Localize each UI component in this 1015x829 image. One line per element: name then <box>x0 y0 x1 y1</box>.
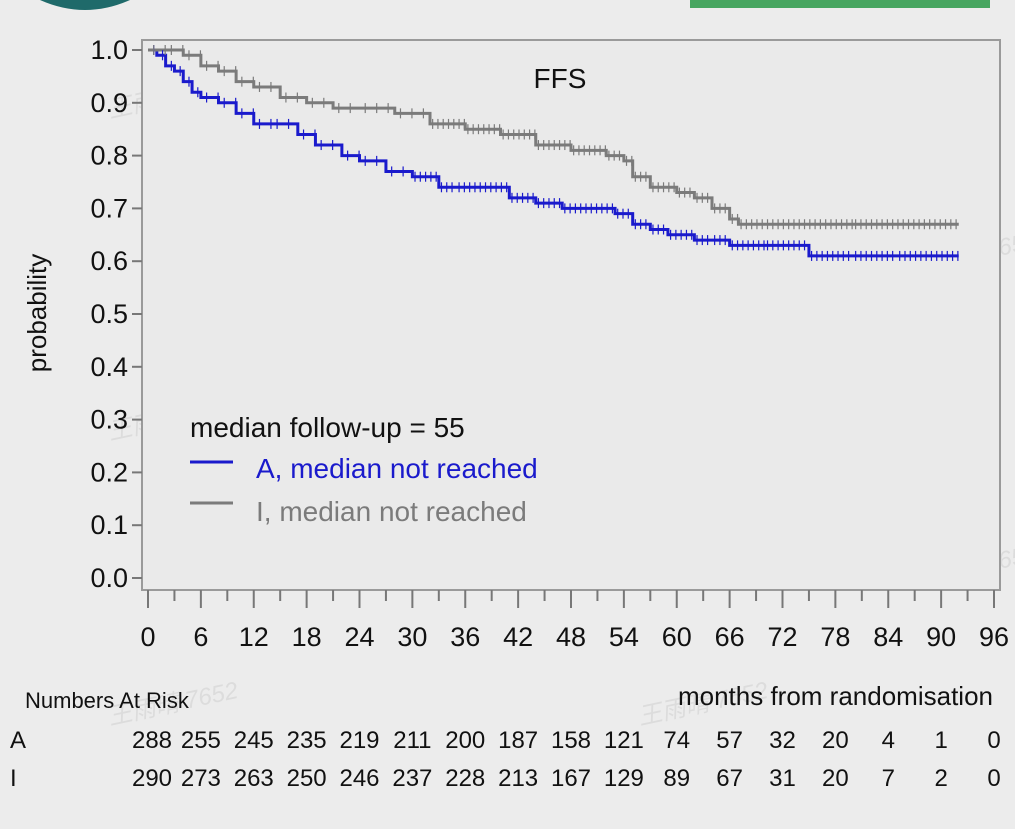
y-tick-label: 0.7 <box>90 193 128 223</box>
x-tick-label: 54 <box>609 622 639 652</box>
x-tick-label: 24 <box>344 622 374 652</box>
censor-marks <box>153 45 959 261</box>
at-risk-value: 2 <box>934 765 947 792</box>
at-risk-value: 273 <box>181 765 221 792</box>
y-tick-label: 0.5 <box>90 299 128 329</box>
y-tick-label: 0.0 <box>90 563 128 593</box>
logo-fragment <box>40 0 130 10</box>
legend: median follow-up = 55 A, median not reac… <box>190 412 538 527</box>
x-tick-label: 84 <box>873 622 903 652</box>
x-tick-label: 12 <box>239 622 269 652</box>
at-risk-value: 211 <box>393 727 431 754</box>
heading-fragment <box>690 0 990 8</box>
at-risk-value: 228 <box>445 765 485 792</box>
at-risk-value: 167 <box>551 765 591 792</box>
at-risk-value: 245 <box>234 727 274 754</box>
x-tick-label: 90 <box>926 622 956 652</box>
at-risk-value: 20 <box>822 727 849 754</box>
at-risk-value: 67 <box>716 765 743 792</box>
x-tick-label: 0 <box>140 622 155 652</box>
y-tick-label: 0.3 <box>90 405 128 435</box>
at-risk-value: 4 <box>882 727 895 754</box>
x-tick-label: 66 <box>715 622 745 652</box>
at-risk-value: 246 <box>339 765 379 792</box>
axis-ticks <box>132 49 995 608</box>
km-curve-a <box>148 48 959 258</box>
x-tick-label: 6 <box>193 622 208 652</box>
at-risk-value: 219 <box>339 727 379 754</box>
x-tick-label: 72 <box>767 622 797 652</box>
y-axis-title: probability <box>22 254 52 373</box>
y-tick-label: 0.2 <box>90 457 128 487</box>
at-risk-value: 121 <box>604 727 644 754</box>
at-risk-value: 31 <box>769 765 796 792</box>
y-tick-label: 0.8 <box>90 141 128 171</box>
at-risk-value: 290 <box>132 765 172 792</box>
at-risk-value: 32 <box>769 727 796 754</box>
km-curve-i <box>148 48 959 226</box>
x-tick-label: 60 <box>662 622 692 652</box>
at-risk-value: 235 <box>287 727 327 754</box>
at-risk-title: Numbers At Risk <box>25 688 190 713</box>
x-tick-label: 42 <box>503 622 533 652</box>
at-risk-value: 213 <box>498 765 538 792</box>
legend-label-a: A, median not reached <box>256 453 538 484</box>
legend-header: median follow-up = 55 <box>190 412 465 443</box>
at-risk-numbers: 288 255 245 235 219 211 200 187 158 121 74 57 32 20 4 1… <box>132 727 1001 792</box>
x-tick-labels: 0 6 12 18 24 30 36 42 48 54 60 66 72 78 84 90 96 <box>140 622 1009 652</box>
at-risk-value: 1 <box>934 727 947 754</box>
y-tick-labels: 0.0 0.1 0.2 0.3 0.4 0.5 0.6 0.7 0.8 0.9 1.0 <box>90 35 128 593</box>
at-risk-value: 187 <box>498 727 538 754</box>
at-risk-value: 20 <box>822 765 849 792</box>
at-risk-value: 0 <box>987 765 1000 792</box>
at-risk-value: 255 <box>181 727 221 754</box>
at-risk-value: 200 <box>445 727 485 754</box>
y-tick-label: 0.1 <box>90 510 128 540</box>
x-tick-label: 48 <box>556 622 586 652</box>
y-tick-label: 0.9 <box>90 88 128 118</box>
x-axis-title: months from randomisation <box>678 681 993 711</box>
y-tick-label: 0.6 <box>90 246 128 276</box>
at-risk-value: 89 <box>663 765 690 792</box>
legend-label-i: I, median not reached <box>256 496 527 527</box>
at-risk-value: 158 <box>551 727 591 754</box>
at-risk-value: 288 <box>132 727 172 754</box>
at-risk-value: 237 <box>392 765 432 792</box>
x-tick-label: 30 <box>397 622 427 652</box>
x-tick-label: 18 <box>292 622 322 652</box>
x-tick-label: 78 <box>820 622 850 652</box>
y-tick-label: 0.4 <box>90 352 128 382</box>
x-tick-label: 96 <box>979 622 1009 652</box>
at-risk-row-label-i: I <box>10 765 17 792</box>
at-risk-value: 7 <box>882 765 895 792</box>
y-tick-label: 1.0 <box>90 35 128 65</box>
series-layer <box>148 48 959 258</box>
at-risk-value: 263 <box>234 765 274 792</box>
at-risk-value: 74 <box>663 727 690 754</box>
at-risk-value: 250 <box>287 765 327 792</box>
at-risk-value: 129 <box>604 765 644 792</box>
at-risk-value: 0 <box>987 727 1000 754</box>
at-risk-row-label-a: A <box>10 727 26 754</box>
plot-area <box>141 39 1001 591</box>
x-tick-label: 36 <box>450 622 480 652</box>
at-risk-value: 57 <box>716 727 743 754</box>
chart-title: FFS <box>534 63 587 94</box>
